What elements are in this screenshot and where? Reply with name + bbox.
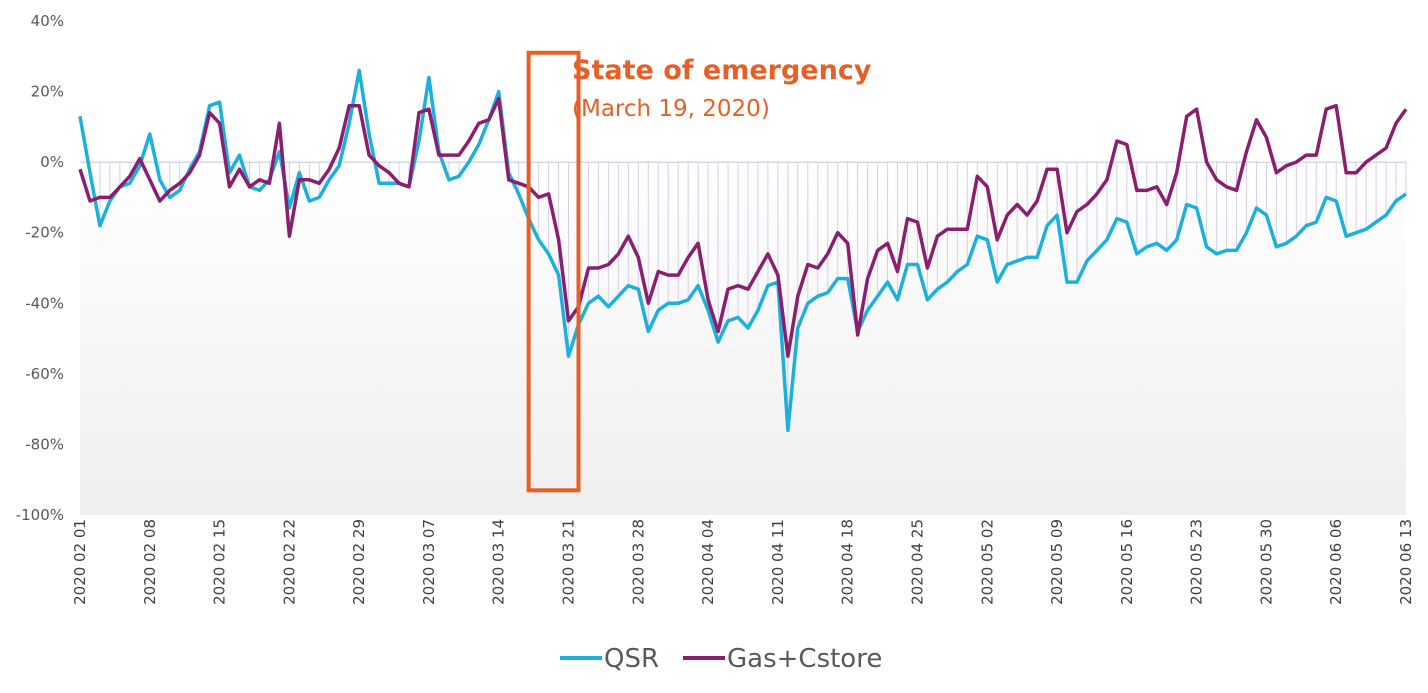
x-tick-label: 2020 03 14 bbox=[490, 519, 508, 605]
x-tick-label: 2020 02 22 bbox=[280, 519, 298, 605]
x-tick-label: 2020 02 01 bbox=[71, 519, 89, 605]
y-axis: 40% 20% 0% -20% -40% -60% -80% -100% bbox=[16, 12, 64, 524]
legend-label-qsr: QSR bbox=[604, 644, 659, 674]
x-tick-label: 2020 03 07 bbox=[420, 519, 438, 605]
x-tick-label: 2020 02 29 bbox=[350, 519, 368, 605]
state-of-emergency-annotation: State of emergency (March 19, 2020) bbox=[526, 50, 872, 493]
y-tick-label: 0% bbox=[40, 153, 64, 171]
x-tick-label: 2020 03 21 bbox=[560, 519, 578, 605]
x-tick-label: 2020 05 02 bbox=[978, 519, 996, 605]
emergency-highlight-box bbox=[526, 50, 581, 493]
series-lines bbox=[78, 68, 1408, 433]
x-tick-label: 2020 05 16 bbox=[1118, 519, 1136, 605]
x-tick-label: 2020 05 23 bbox=[1188, 519, 1206, 605]
x-axis: 2020 02 01 2020 02 08 2020 02 15 2020 02 22… bbox=[71, 519, 1415, 605]
y-tick-label: -60% bbox=[25, 365, 64, 383]
x-tick-label: 2020 03 28 bbox=[629, 519, 647, 605]
negative-area bbox=[80, 162, 1406, 515]
y-tick-label: -80% bbox=[25, 435, 64, 453]
x-tick-label: 2020 04 11 bbox=[769, 519, 787, 605]
drop-lines bbox=[89, 162, 1407, 431]
annotation-title: State of emergency bbox=[572, 55, 872, 86]
x-tick-label: 2020 04 18 bbox=[839, 519, 857, 605]
x-tick-label: 2020 04 25 bbox=[908, 519, 926, 605]
x-tick-label: 2020 06 13 bbox=[1397, 519, 1415, 605]
y-tick-label: 20% bbox=[31, 83, 64, 101]
x-tick-label: 2020 02 15 bbox=[211, 519, 229, 605]
series-line-qsr bbox=[78, 68, 1408, 433]
legend: QSR Gas+Cstore bbox=[560, 644, 882, 674]
y-tick-label: -40% bbox=[25, 294, 64, 312]
y-tick-label: 40% bbox=[31, 12, 64, 30]
x-tick-label: 2020 04 04 bbox=[699, 519, 717, 605]
y-tick-label: -20% bbox=[25, 224, 64, 242]
x-tick-label: 2020 06 06 bbox=[1327, 519, 1345, 605]
series-line-gas-cstore bbox=[78, 96, 1408, 358]
legend-label-gas-cstore: Gas+Cstore bbox=[727, 644, 882, 674]
x-tick-label: 2020 05 30 bbox=[1257, 519, 1275, 605]
annotation-subtitle: (March 19, 2020) bbox=[572, 96, 770, 122]
negative-area-fill bbox=[80, 162, 1406, 515]
y-tick-label: -100% bbox=[16, 506, 64, 524]
x-tick-label: 2020 05 09 bbox=[1048, 519, 1066, 605]
x-tick-label: 2020 02 08 bbox=[141, 519, 159, 605]
